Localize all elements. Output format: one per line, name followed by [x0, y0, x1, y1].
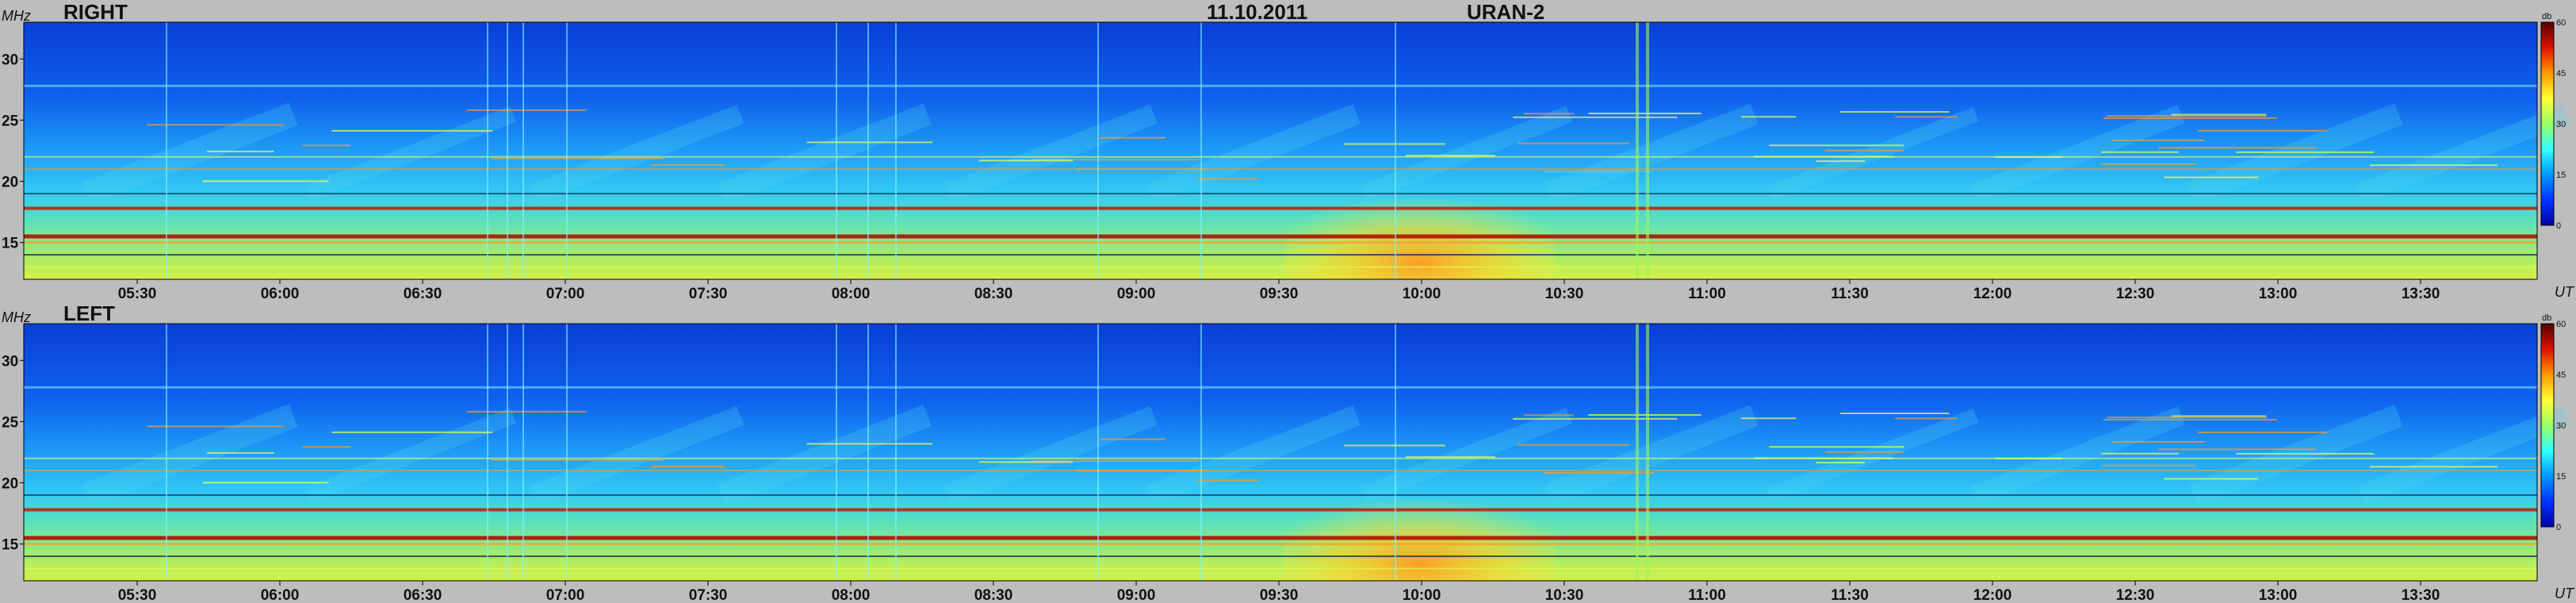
y-tick-label: 25 — [2, 113, 19, 129]
drift-feature — [944, 104, 1158, 203]
plot-border — [23, 323, 2538, 582]
drift-feature — [530, 104, 744, 203]
x-tick-label: 08:30 — [974, 587, 1013, 603]
x-tick-label: 13:30 — [2402, 587, 2440, 603]
x-tick-label: 05:30 — [118, 587, 157, 603]
y-axis-unit: MHz — [2, 8, 31, 24]
x-tick-label: 13:00 — [2259, 587, 2298, 603]
drift-feature — [2188, 405, 2403, 506]
colorbar-tick-label: 60 — [2556, 18, 2566, 28]
drift-feature — [717, 405, 932, 506]
figure-header: 11.10.2011 URAN-2 — [1207, 0, 1544, 24]
colorbar-tick-label: 15 — [2556, 171, 2566, 180]
panel-title: LEFT — [63, 302, 115, 325]
drift-feature — [1146, 405, 1361, 505]
x-tick-label: 09:30 — [1260, 587, 1299, 603]
drift-feature — [1971, 406, 2185, 505]
x-tick-label: 09:30 — [1260, 286, 1299, 302]
y-tick-label: 30 — [2, 52, 18, 68]
intense-emission-region — [1284, 470, 1554, 581]
colorbar-tick-label: 0 — [2556, 523, 2561, 532]
x-tick-label: 09:00 — [1117, 587, 1156, 603]
y-tick-label: 30 — [2, 353, 18, 370]
x-tick-label: 10:30 — [1545, 587, 1584, 603]
x-tick-label: 13:00 — [2259, 286, 2298, 302]
y-tick-label: 15 — [2, 236, 19, 252]
drift-feature — [530, 405, 744, 505]
x-tick-label: 12:00 — [1973, 587, 2012, 603]
y-tick-label: 20 — [2, 476, 18, 493]
x-tick-label: 12:00 — [1973, 286, 2012, 302]
x-tick-label: 06:30 — [404, 286, 442, 302]
spectrogram-panel-left: LEFT MHz UT db 05:30 06:00 06:30 07:00 07:30… — [2, 302, 2575, 603]
panel-title: RIGHT — [63, 0, 128, 24]
x-tick-label: 09:00 — [1117, 286, 1156, 302]
colorbar-tick-label: 45 — [2556, 69, 2566, 79]
date-label: 11.10.2011 — [1207, 0, 1307, 24]
plot-border — [23, 21, 2538, 280]
drift-feature — [82, 102, 298, 205]
x-tick-label: 11:30 — [1831, 286, 1869, 302]
y-tick-label: 15 — [2, 537, 19, 554]
drift-feature — [1544, 103, 1759, 205]
colorbar-tick-label: 30 — [2556, 421, 2566, 431]
colorbar — [2540, 21, 2555, 226]
colorbar-tick-label: 0 — [2556, 221, 2561, 231]
drift-feature — [944, 405, 1158, 505]
x-tick-label: 08:00 — [832, 286, 871, 302]
y-axis-unit: MHz — [2, 309, 31, 325]
drift-feature — [2188, 103, 2403, 205]
x-tick-label: 05:30 — [118, 286, 157, 302]
x-tick-label: 06:00 — [261, 587, 300, 603]
x-tick-label: 12:30 — [2116, 587, 2155, 603]
colorbar-unit: db — [2542, 313, 2551, 323]
x-tick-label: 07:30 — [689, 587, 728, 603]
colorbar-tick-label: 45 — [2556, 371, 2566, 380]
x-tick-label: 11:00 — [1688, 286, 1726, 302]
x-tick-label: 10:00 — [1403, 286, 1441, 302]
x-tick-label: 06:30 — [404, 587, 442, 603]
colorbar-tick-label: 60 — [2556, 320, 2566, 329]
colorbar — [2540, 323, 2555, 528]
drift-feature — [1766, 408, 1979, 502]
spectrogram-panel-right: RIGHT MHz UT db 05:30 06:00 06:30 07:00 07:3… — [2, 0, 2575, 302]
drift-feature — [717, 103, 932, 205]
drift-feature — [2356, 104, 2570, 203]
drift-feature — [1971, 105, 2185, 203]
x-tick-label: 10:00 — [1403, 587, 1441, 603]
colorbar-tick-label: 30 — [2556, 120, 2566, 129]
x-tick-label: 07:00 — [546, 286, 585, 302]
intense-emission-region — [1284, 169, 1554, 279]
drift-feature — [1544, 405, 1759, 506]
y-tick-label: 20 — [2, 175, 18, 191]
x-axis-unit: UT — [2555, 284, 2575, 300]
x-tick-label: 11:00 — [1688, 587, 1726, 603]
x-tick-label: 06:00 — [261, 286, 300, 302]
x-tick-label: 07:30 — [689, 286, 728, 302]
drift-feature — [2356, 405, 2570, 505]
colorbar-tick-label: 15 — [2556, 472, 2566, 482]
drift-feature — [1146, 104, 1361, 204]
x-tick-label: 07:00 — [546, 587, 585, 603]
x-tick-label: 13:30 — [2402, 286, 2440, 302]
x-tick-label: 12:30 — [2116, 286, 2155, 302]
x-axis-unit: UT — [2555, 586, 2575, 601]
drift-feature — [1766, 106, 1979, 201]
x-tick-label: 10:30 — [1545, 286, 1584, 302]
colorbar-unit: db — [2542, 12, 2551, 21]
instrument-label: URAN-2 — [1467, 0, 1544, 24]
drift-feature — [304, 106, 517, 202]
y-tick-label: 25 — [2, 414, 19, 431]
x-tick-label: 11:30 — [1831, 587, 1869, 603]
x-tick-label: 08:30 — [974, 286, 1013, 302]
drift-feature — [304, 407, 517, 503]
x-tick-label: 08:00 — [832, 587, 871, 603]
drift-feature — [82, 404, 298, 507]
